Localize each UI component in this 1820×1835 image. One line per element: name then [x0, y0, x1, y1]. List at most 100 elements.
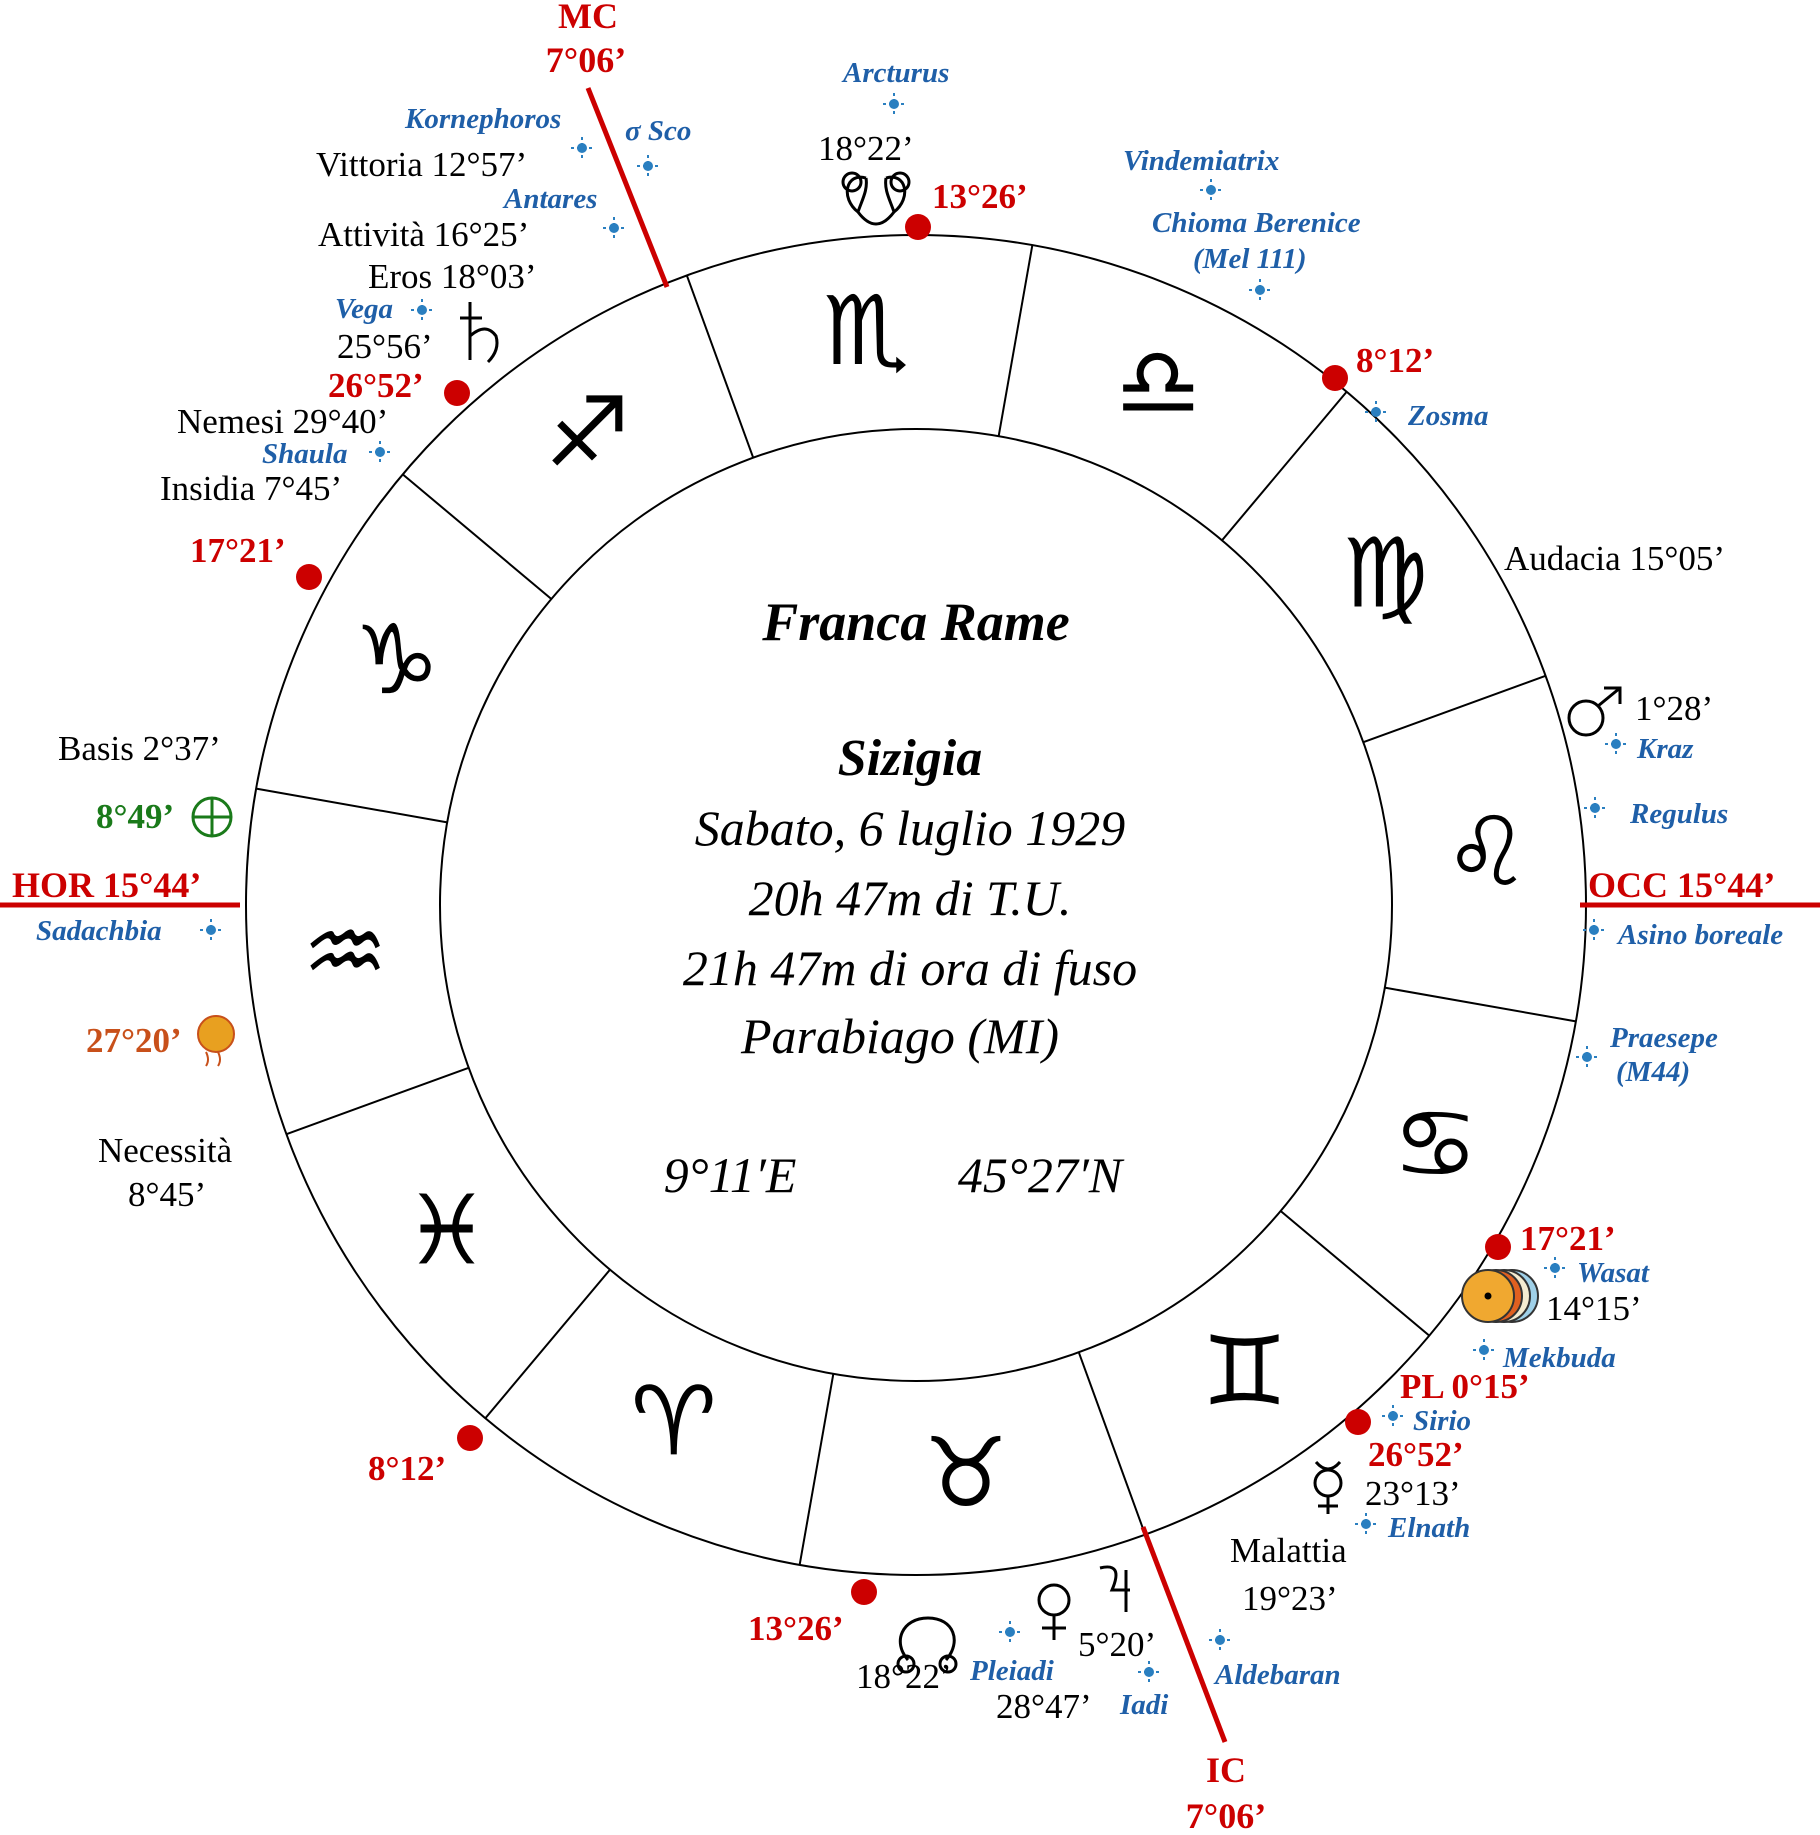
star-label: Mekbuda	[1502, 1342, 1616, 1374]
star-icon	[411, 299, 433, 321]
event-title: Sizigia	[838, 730, 983, 787]
desc-label: OCC 15°44’	[1588, 865, 1775, 905]
point-label: 8°45’	[128, 1175, 206, 1214]
point-label: Nemesi 29°40’	[177, 402, 388, 441]
cusp-label: 26°52’	[328, 366, 424, 405]
star-markers	[200, 93, 1627, 1683]
sign-glyph-sagittario: ♐	[544, 377, 630, 489]
center-info: Franca Rame Sizigia Sabato, 6 luglio 192…	[664, 592, 1137, 1203]
star-label: Sirio	[1413, 1405, 1471, 1437]
point-label: 23°13’	[1365, 1474, 1461, 1513]
sign-divider	[997, 245, 1034, 437]
sign-glyph-leone: ♌	[1444, 796, 1530, 908]
star-icon	[1209, 1629, 1231, 1651]
fortune-label: 8°49’	[96, 797, 174, 836]
star-labels: Arcturus Vindemiatrix Chioma Berenice (M…	[36, 57, 1783, 1721]
sign-glyphs: ♏ ♎ ♍ ♌ ♋ ♊ ♉ ♈ ♓ ♒ ♑ ♐	[302, 275, 1530, 1529]
star-icon	[1365, 401, 1387, 423]
cusp-dot	[905, 214, 931, 240]
point-label: 25°56’	[337, 327, 433, 366]
sun-moon-icon	[1461, 1269, 1539, 1323]
point-label: Basis 2°37’	[58, 729, 221, 768]
point-label: Vittoria 12°57’	[316, 145, 527, 184]
event-place: Parabiago (MI)	[740, 1008, 1059, 1064]
star-icon	[369, 441, 391, 463]
point-label: Insidia 7°45’	[160, 469, 342, 508]
cusp-dot	[1322, 365, 1348, 391]
lilith-label: 27°20’	[86, 1021, 182, 1060]
star-icon	[637, 155, 659, 177]
sign-divider	[1362, 674, 1546, 744]
star-label: Arcturus	[841, 57, 949, 89]
sign-divider	[1279, 1210, 1430, 1337]
star-label: Elnath	[1387, 1512, 1470, 1544]
star-icon	[1605, 733, 1627, 755]
sign-divider	[1077, 1351, 1147, 1535]
star-icon	[1584, 797, 1606, 819]
point-label: 5°20’	[1078, 1625, 1156, 1664]
point-label: Attività 16°25’	[318, 215, 529, 254]
star-icon	[1576, 1046, 1598, 1068]
sign-divider	[484, 1268, 611, 1419]
star-label: Praesepe	[1609, 1022, 1718, 1054]
longitude: 9°11′E	[664, 1147, 797, 1203]
venus-icon	[1037, 1583, 1071, 1640]
point-label: 18°22’	[856, 1657, 952, 1696]
star-label: Kornephoros	[404, 103, 561, 135]
part-of-fortune-icon	[191, 796, 233, 838]
sign-divider	[798, 1373, 835, 1565]
star-label: (Mel 111)	[1193, 243, 1307, 275]
mercury-icon	[1313, 1460, 1343, 1514]
point-label: 28°47’	[996, 1687, 1092, 1726]
point-label: Necessità	[98, 1131, 233, 1170]
star-icon	[571, 137, 593, 159]
event-date: Sabato, 6 luglio 1929	[695, 800, 1126, 856]
point-label: 14°15’	[1546, 1289, 1642, 1328]
point-label: 18°22’	[818, 129, 914, 168]
star-label: σ Sco	[625, 115, 691, 147]
axis-lines	[0, 87, 1820, 1743]
star-label: Sadachbia	[36, 915, 162, 947]
sign-glyph-bilancia: ♎	[1115, 327, 1201, 439]
sign-glyph-vergine: ♍	[1342, 517, 1428, 629]
event-local: 21h 47m di ora di fuso	[683, 940, 1137, 996]
sign-glyph-ariete: ♈	[631, 1365, 717, 1477]
asc-label: HOR 15°44’	[12, 865, 201, 905]
star-label: Asino boreale	[1616, 919, 1783, 951]
mc-label: MC	[558, 0, 618, 36]
mc-line	[585, 87, 670, 288]
sign-glyph-gemelli: ♊	[1202, 1315, 1288, 1427]
star-label: Chioma Berenice	[1152, 207, 1361, 239]
star-label: Vega	[335, 293, 393, 325]
star-label: Wasat	[1577, 1257, 1650, 1289]
star-icon	[200, 919, 222, 941]
cusp-dot	[457, 1425, 483, 1451]
cusp-label: 17°21’	[1520, 1219, 1616, 1258]
star-label: Vindemiatrix	[1123, 145, 1279, 177]
sign-glyph-acquario: ♒	[302, 896, 388, 1008]
cusp-label: 8°12’	[1356, 341, 1434, 380]
point-label: 1°28’	[1635, 689, 1713, 728]
cusp-label: 26°52’	[1368, 1435, 1464, 1474]
cusp-label: 13°26’	[748, 1609, 844, 1648]
sign-dividers	[256, 245, 1576, 1565]
sign-glyph-toro: ♉	[923, 1417, 1009, 1529]
star-icon	[883, 93, 905, 115]
sign-glyph-capricorno: ♑	[354, 604, 440, 716]
star-icon	[603, 217, 625, 239]
star-label: Zosma	[1407, 400, 1489, 432]
star-label: Antares	[502, 183, 597, 215]
axis-labels: MC 7°06’ IC 7°06’ HOR 15°44’ OCC 15°44’	[12, 0, 1775, 1835]
sign-divider	[256, 787, 448, 824]
star-label: (M44)	[1616, 1056, 1690, 1088]
cusp-label: 8°12’	[368, 1449, 446, 1488]
inner-ring	[439, 428, 1393, 1382]
sign-glyph-scorpione: ♏	[823, 275, 909, 387]
point-label: 19°23’	[1242, 1579, 1338, 1618]
star-icon	[1473, 1339, 1495, 1361]
star-icon	[1200, 179, 1222, 201]
mars-icon	[1567, 686, 1622, 737]
star-icon	[1355, 1513, 1377, 1535]
star-label: Shaula	[262, 438, 347, 470]
saturn-icon	[460, 302, 499, 364]
